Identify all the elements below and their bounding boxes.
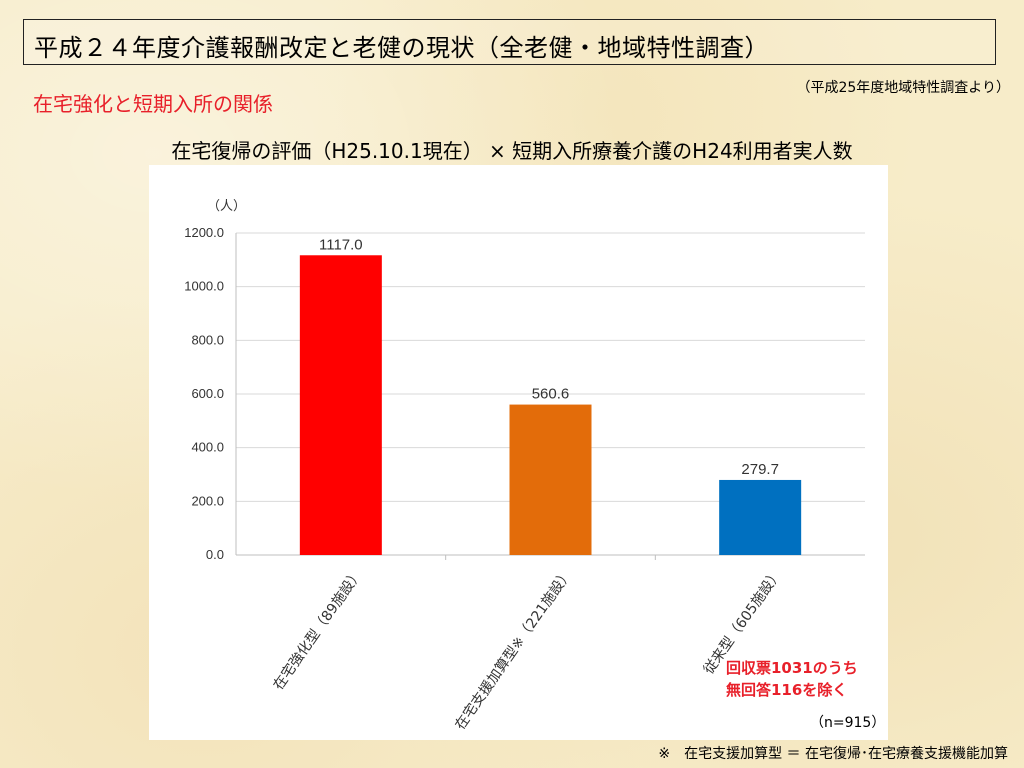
source-note: （平成25年度地域特性調査より） [796,80,1010,96]
bar [509,404,592,555]
chart-panel: （人） 0.0 200.0 400.0 600.0 800.0 1000.0 1200.0 11… [149,165,888,740]
y-tick-label: 1200.0 [184,225,224,240]
slide-title: 平成２４年度介護報酬改定と老健の現状（全老健・地域特性調査） [34,34,769,62]
chart-title: 在宅復帰の評価（H25.10.1現在） × 短期入所療養介護のH24利用者実人数 [171,139,853,163]
y-tick-label: 200.0 [191,493,224,508]
bar [719,479,802,555]
y-tick-label: 0.0 [206,547,224,562]
bar-chart: （人） 0.0 200.0 400.0 600.0 800.0 1000.0 1200.0 11… [184,199,865,733]
exclusion-note: 回収票1031のうち 無回答116を除く [726,657,858,701]
bar [299,255,382,555]
y-axis-unit-label: （人） [207,199,246,214]
y-tick-label: 800.0 [191,332,224,347]
footnote: ※ 在宅支援加算型 ＝ 在宅復帰･在宅療養支援機能加算 [658,746,1008,762]
exclusion-note-line2: 無回答116を除く [726,681,848,699]
exclusion-note-line1: 回収票1031のうち [726,659,858,677]
y-tick-label: 600.0 [191,386,224,401]
x-category-label: 在宅強化型（89施設） [271,566,367,693]
y-tick-label: 400.0 [191,440,224,455]
sample-size-note: （n=915） [810,715,886,731]
data-label: 279.7 [741,461,779,478]
data-label: 1117.0 [319,236,363,253]
title-box: 平成２４年度介護報酬改定と老健の現状（全老健・地域特性調査） [23,19,996,65]
y-tick-label: 1000.0 [184,279,224,294]
data-label: 560.6 [532,386,570,403]
section-heading: 在宅強化と短期入所の関係 [33,92,273,116]
x-category-label: 在宅支援加算型※（221施設） [452,566,575,733]
